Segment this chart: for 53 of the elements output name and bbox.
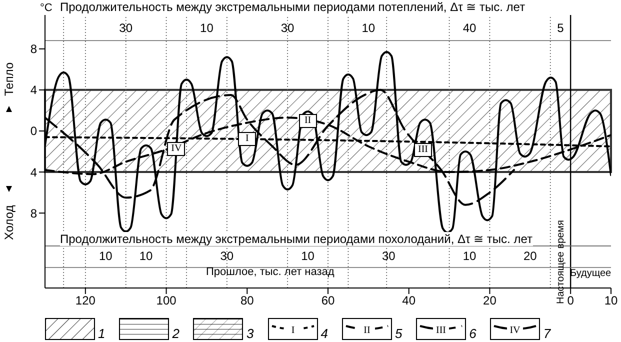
chart-title: Продолжительность между экстремальными периодами потеплений, Δτ ≅ тыс. лет (60, 0, 620, 14)
annotation: 10 (360, 21, 376, 36)
annotation: 10 (199, 21, 214, 36)
annotation: 10 (300, 249, 316, 264)
x-tick-label: 120 (75, 294, 96, 308)
annotation: 40 (462, 21, 478, 36)
legend-swatch: III (416, 318, 466, 340)
annotation: Прошлое, тыс. лет назад (206, 266, 334, 278)
annotation: 10 (138, 249, 154, 264)
text: 7 (543, 326, 551, 341)
text: 6 (469, 326, 476, 341)
x-tick-label: 0 (567, 294, 574, 308)
legend-swatch: II (342, 318, 392, 340)
annotation: 20 (522, 249, 538, 264)
x-tick-label: 60 (321, 294, 335, 308)
legend-swatch: IV (490, 318, 540, 340)
annotation: Будущее (570, 268, 612, 279)
annotation: Продолжительность между экстремальными периодами похолоданий, Δτ ≅ тыс. лет (60, 232, 532, 246)
text: IV (171, 142, 182, 154)
x-tick-label: 20 (483, 294, 497, 308)
x-tick-label: 100 (156, 294, 177, 308)
annotation: 30 (380, 249, 396, 264)
annotation: 10 (462, 249, 478, 264)
annotation: 10 (98, 249, 114, 264)
annotation: 30 (118, 21, 134, 36)
legend-label: IV (510, 325, 522, 336)
text: 2 (172, 326, 180, 341)
text: II (304, 115, 312, 126)
y-tick-label: 4 (30, 83, 38, 98)
y-axis-title: °C (40, 2, 52, 14)
x-tick-label: 40 (402, 294, 416, 308)
y-tick-label: 0 (30, 124, 38, 138)
legend-label: III (436, 325, 446, 336)
annotation: 30 (280, 21, 296, 36)
text: 3 (246, 326, 254, 341)
x-tick-label: 80 (240, 294, 254, 308)
text: 4 (320, 326, 328, 341)
text: III (418, 144, 428, 155)
x-tick-label: 10 (604, 294, 618, 308)
text: I (245, 133, 249, 144)
y-tick-label: 4 (30, 165, 38, 180)
legend-label: II (364, 325, 370, 336)
y-tick-label: 8 (30, 42, 38, 56)
text: Холод (2, 205, 16, 240)
text: 5 (394, 326, 402, 341)
legend-swatch: I (268, 318, 318, 340)
legend-label: I (291, 325, 294, 336)
text: 1 (98, 326, 106, 341)
annotation: 5 (556, 21, 565, 36)
annotation: 30 (219, 249, 235, 264)
ref-line-label: Настоящее время (556, 220, 567, 304)
text: Тепло (2, 62, 16, 96)
y-tick-label: 8 (30, 206, 38, 220)
